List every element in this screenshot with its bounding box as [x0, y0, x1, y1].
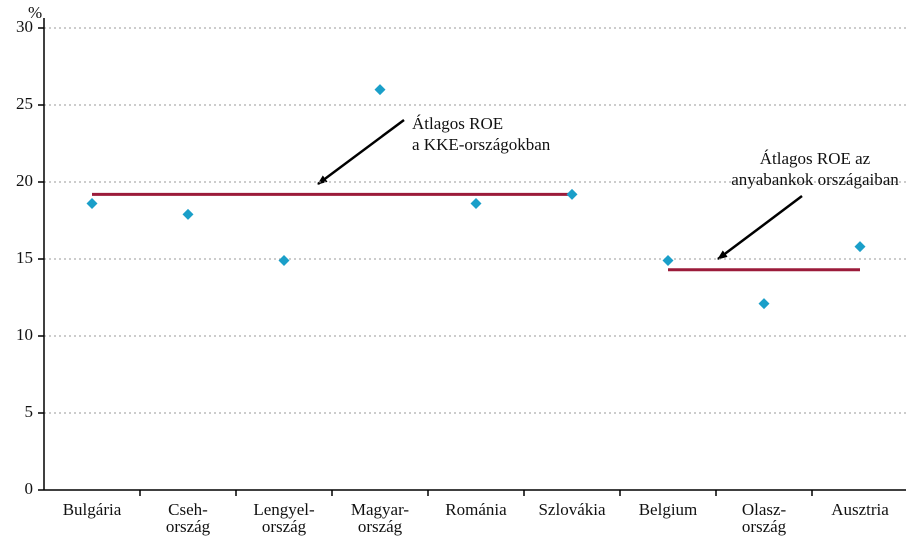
- y-tick-label: 10: [16, 325, 33, 344]
- marker: [278, 255, 290, 267]
- marker: [374, 84, 386, 96]
- marker: [758, 298, 770, 310]
- x-tick-label: Románia: [445, 500, 507, 519]
- marker: [662, 255, 674, 267]
- marker: [86, 198, 98, 210]
- x-tick-label: Olasz-: [742, 500, 787, 519]
- x-tick-label: Belgium: [639, 500, 698, 519]
- x-tick-label: ország: [358, 517, 403, 536]
- annotation: Átlagos ROE: [412, 114, 503, 133]
- x-tick-label: Lengyel-: [253, 500, 315, 519]
- annotation: a KKE-országokban: [412, 135, 551, 154]
- x-tick-label: Bulgária: [63, 500, 122, 519]
- y-tick-label: 15: [16, 248, 33, 267]
- x-tick-label: Magyar-: [351, 500, 410, 519]
- annotation: anyabankok országaiban: [731, 170, 899, 189]
- y-unit-label: %: [28, 3, 42, 22]
- y-tick-label: 0: [25, 479, 34, 498]
- marker: [854, 241, 866, 253]
- annotation-arrow: [317, 118, 405, 186]
- marker: [182, 208, 194, 220]
- y-tick-label: 30: [16, 17, 33, 36]
- annotation: Átlagos ROE az: [760, 149, 871, 168]
- marker: [566, 188, 578, 200]
- y-tick-label: 5: [25, 402, 34, 421]
- x-tick-label: Cseh-: [168, 500, 208, 519]
- x-tick-label: ország: [166, 517, 211, 536]
- y-tick-label: 20: [16, 171, 33, 190]
- annotation-arrow: [717, 195, 803, 260]
- x-tick-label: ország: [742, 517, 787, 536]
- x-tick-label: Szlovákia: [538, 500, 605, 519]
- marker: [470, 198, 482, 210]
- x-tick-label: ország: [262, 517, 307, 536]
- x-tick-label: Ausztria: [831, 500, 889, 519]
- y-tick-label: 25: [16, 94, 33, 113]
